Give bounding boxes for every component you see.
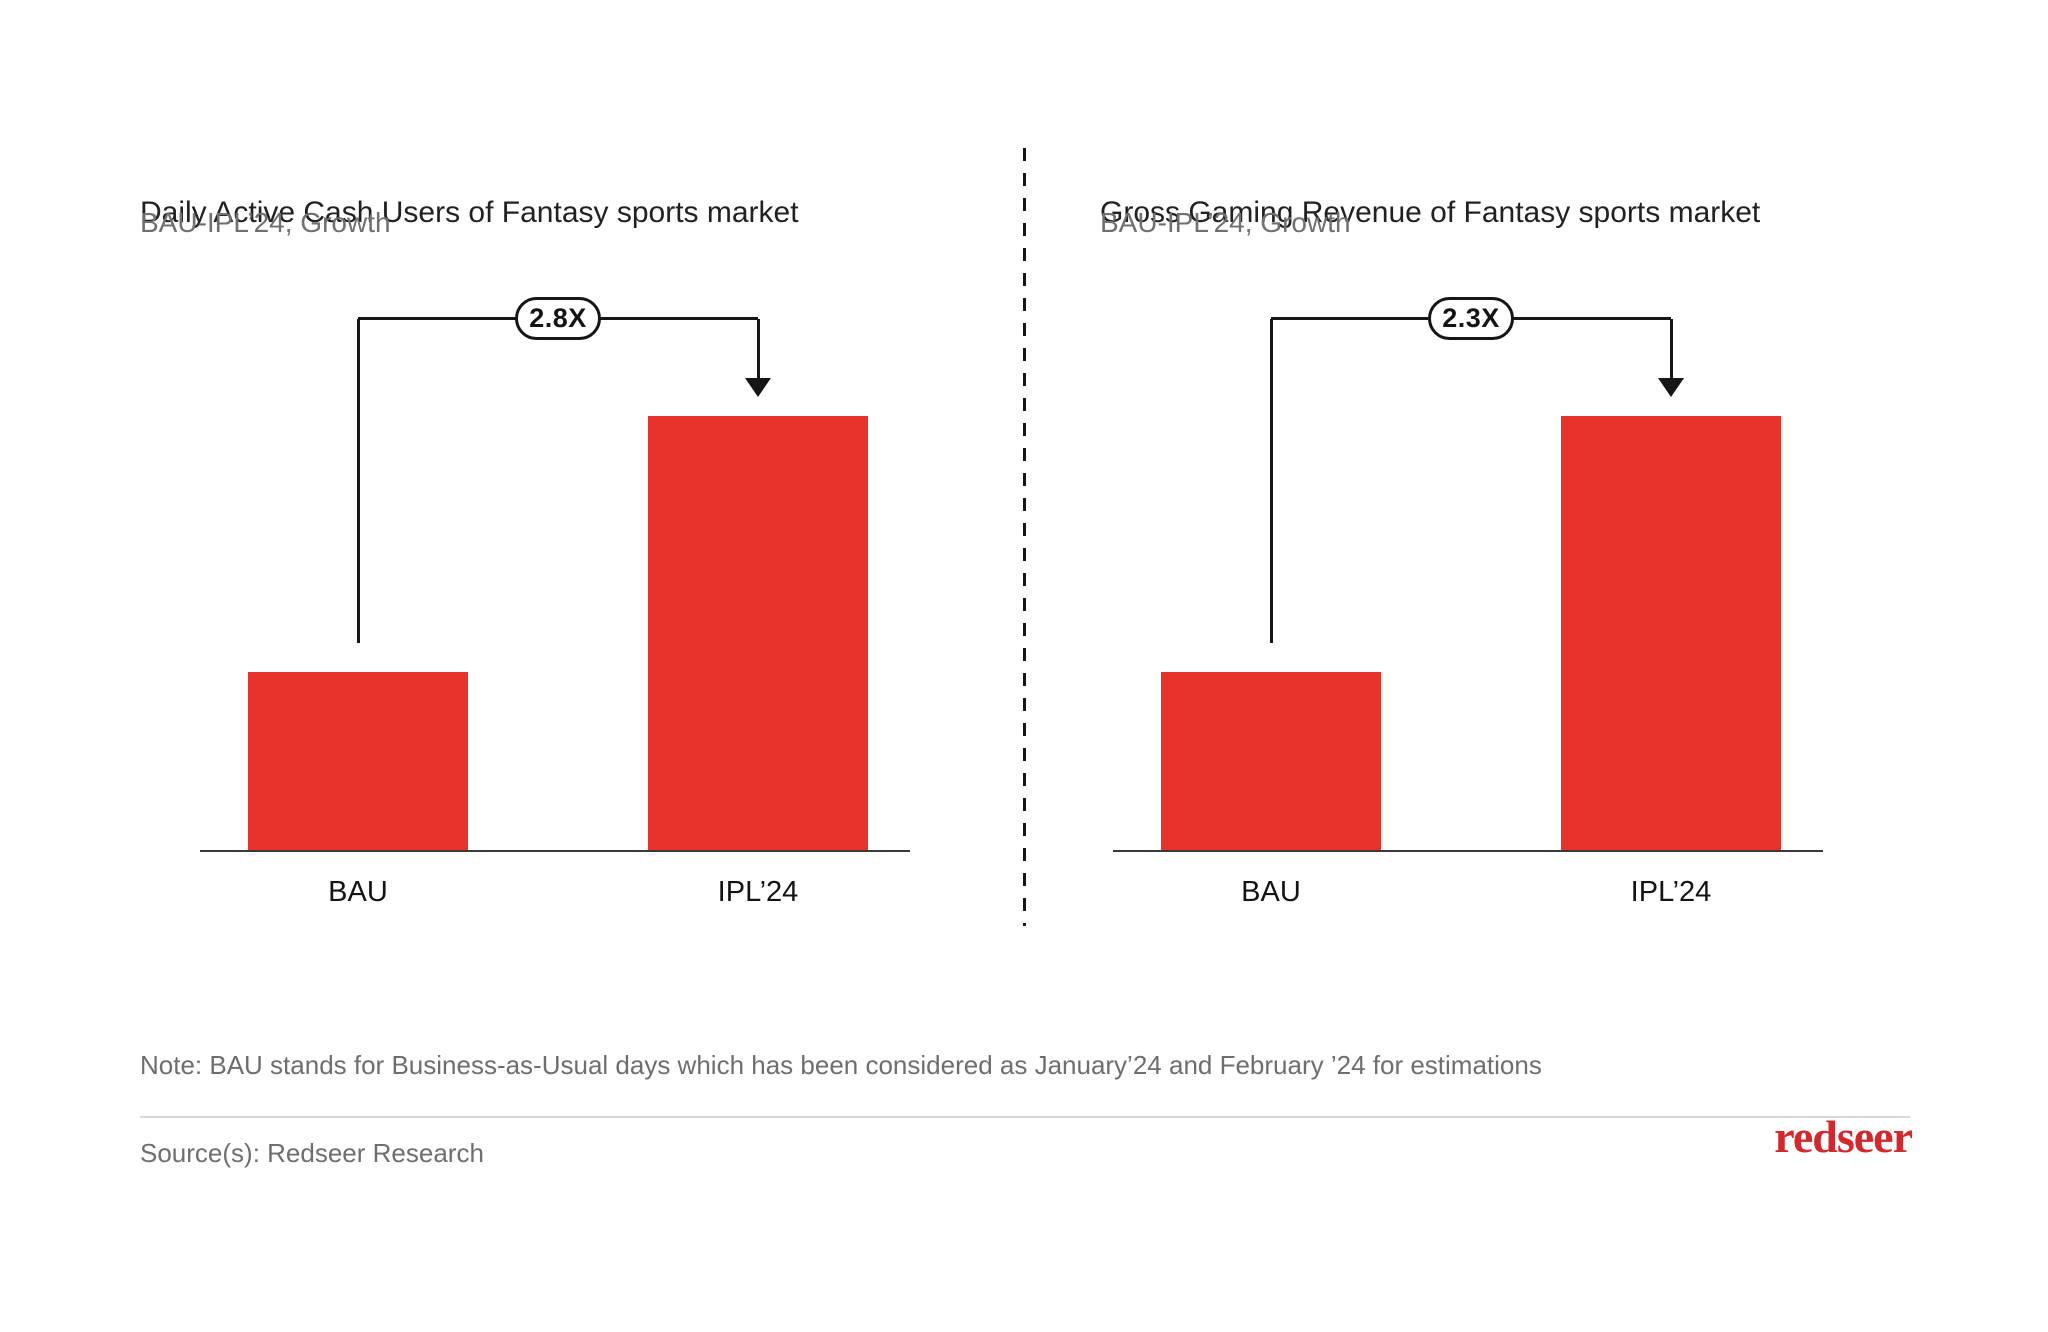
footer-divider-line [140, 1116, 1910, 1118]
chart-subtitle: BAU-IPL’24, Growth [1100, 207, 1351, 238]
growth-multiplier-badge: 2.3X [1428, 297, 1514, 340]
bar-bau [1161, 672, 1381, 850]
growth-arrow-down-icon [745, 378, 771, 397]
growth-multiplier-badge: 2.8X [515, 297, 601, 340]
x-axis-label-ipl24: IPL’24 [1630, 876, 1712, 908]
bar-chart-plot: 2.3X BAU IPL’24 [1113, 270, 1823, 908]
bar-chart-plot: 2.8X BAU IPL’24 [200, 270, 910, 908]
chart-panel-gross-gaming-revenue: Gross Gaming Revenue of Fantasy sports m… [1100, 170, 1930, 950]
growth-connector-line-vertical [1270, 319, 1273, 643]
x-axis-label-ipl24: IPL’24 [717, 876, 799, 908]
footnote: Note: BAU stands for Business-as-Usual d… [140, 1050, 1542, 1080]
source-attribution: Source(s): Redseer Research [140, 1138, 484, 1168]
bar-ipl24 [1561, 416, 1781, 850]
redseer-logo: redseer [1774, 1111, 1913, 1162]
bar-bau [248, 672, 468, 850]
growth-arrow-stem [1670, 319, 1673, 380]
chart-panel-daily-active-users: Daily Active Cash Users of Fantasy sport… [140, 170, 970, 950]
growth-connector-line-vertical [357, 319, 360, 643]
x-axis-label-bau: BAU [328, 876, 388, 908]
panel-divider-dashed [1023, 148, 1026, 926]
chart-title: Daily Active Cash Users of Fantasy sport… [140, 195, 799, 229]
bar-ipl24 [648, 416, 868, 850]
chart-subtitle: BAU-IPL’24, Growth [140, 207, 391, 238]
x-axis-label-bau: BAU [1241, 876, 1301, 908]
chart-title: Gross Gaming Revenue of Fantasy sports m… [1100, 195, 1761, 229]
growth-arrow-stem [757, 319, 760, 380]
growth-arrow-down-icon [1658, 378, 1684, 397]
